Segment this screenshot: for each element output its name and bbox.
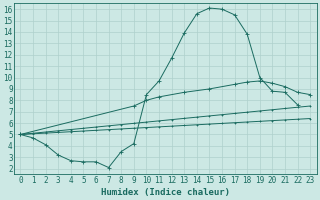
X-axis label: Humidex (Indice chaleur): Humidex (Indice chaleur) — [101, 188, 230, 197]
